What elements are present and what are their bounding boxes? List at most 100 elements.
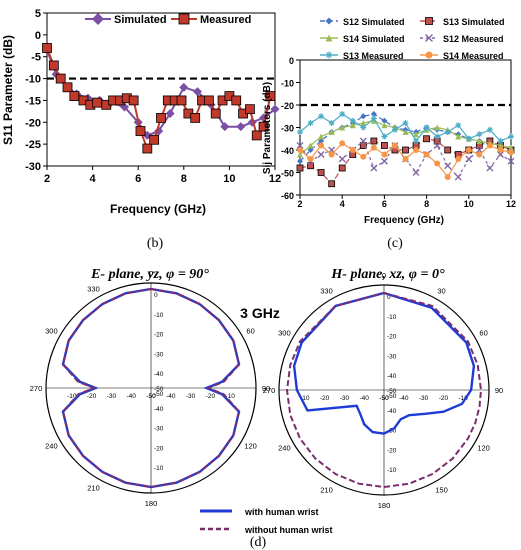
radial-tick-label: -50: [387, 393, 397, 400]
data-point: [210, 108, 221, 119]
radial-tick-label: 0: [154, 292, 158, 299]
data-point: [328, 120, 335, 126]
x-tick-label: 8: [181, 173, 187, 185]
radial-tick-label-bottom: -50: [387, 388, 397, 395]
radial-tick-label-left: -20: [320, 395, 330, 402]
data-point: [69, 91, 80, 101]
legend-marker: [325, 51, 333, 59]
radial-tick-label: -20: [154, 332, 164, 339]
legend-without-wrist: without human wrist: [244, 525, 333, 535]
radial-tick-label-bottom: -30: [154, 426, 164, 433]
legend-with-wrist: with human wrist: [244, 507, 319, 517]
angle-label: 240: [45, 442, 58, 451]
y-tick-label: -5: [31, 52, 41, 64]
y-tick-label: -20: [281, 101, 294, 111]
y-tick-label: -40: [281, 146, 294, 156]
data-point: [476, 131, 483, 138]
data-point: [486, 164, 494, 172]
data-point: [486, 142, 493, 149]
radial-tick-label-bottom: -20: [154, 445, 164, 452]
radial-tick-label-right: -20: [439, 395, 449, 402]
data-point: [328, 180, 336, 188]
legend-label: S12 Simulated: [343, 17, 405, 27]
data-point: [247, 117, 257, 127]
data-point: [317, 169, 325, 176]
radial-tick-label: -40: [387, 373, 397, 380]
data-point: [307, 162, 314, 170]
data-point: [176, 95, 187, 106]
y-tick-label: -15: [25, 95, 41, 107]
data-point: [192, 87, 202, 97]
panel-b-y-axis-label: S11 Parameter (dB): [1, 35, 15, 145]
angle-label: 210: [320, 486, 333, 495]
data-point: [48, 60, 59, 71]
data-point: [381, 117, 388, 124]
angle-label: 120: [244, 442, 257, 451]
data-point: [156, 113, 166, 123]
data-point: [370, 144, 377, 151]
y-tick-label: -10: [25, 74, 41, 86]
radial-tick-label-left: -10: [67, 393, 77, 400]
data-point: [465, 147, 472, 153]
data-point: [476, 138, 483, 144]
polar-trace: [61, 287, 241, 489]
radial-tick-label-bottom: -30: [387, 428, 397, 435]
data-point: [455, 133, 462, 140]
angle-label: 300: [278, 329, 291, 338]
data-point: [328, 129, 335, 135]
polar-left-title: E- plane, yz, φ = 90°: [90, 267, 209, 282]
data-point: [339, 124, 346, 131]
y-tick-label: -50: [281, 169, 294, 179]
radial-tick-label-left: -20: [87, 393, 97, 400]
data-point: [360, 124, 367, 131]
data-point: [434, 124, 441, 131]
x-tick-label: 6: [135, 173, 141, 185]
data-point: [349, 117, 356, 124]
data-point: [402, 156, 409, 162]
data-point: [360, 113, 367, 120]
data-point: [444, 129, 451, 135]
y-tick-label: -30: [25, 161, 41, 173]
data-point: [296, 142, 304, 149]
data-point: [402, 120, 409, 126]
angle-label: 0: [149, 269, 153, 278]
data-point: [297, 147, 303, 153]
x-tick-label: 2: [44, 173, 50, 185]
angle-label: 30: [437, 286, 445, 295]
radial-tick-label: -10: [387, 314, 397, 321]
data-point: [203, 95, 214, 106]
polar-trace: [292, 291, 476, 435]
radial-tick-label: -20: [387, 334, 397, 341]
data-point: [476, 151, 483, 158]
angle-label: 270: [263, 386, 276, 395]
radial-tick-label-right: -30: [419, 395, 429, 402]
data-point: [508, 144, 514, 151]
data-point: [328, 151, 335, 158]
data-point: [381, 151, 388, 158]
x-tick-label: 6: [382, 199, 387, 209]
radial-tick-label: -40: [154, 371, 164, 378]
data-point: [412, 169, 420, 176]
data-point: [413, 131, 420, 138]
radial-tick-label-right: -50: [146, 393, 156, 400]
data-point: [231, 95, 242, 106]
data-point: [402, 129, 409, 135]
data-point: [258, 121, 269, 132]
data-point: [251, 130, 262, 141]
data-point: [359, 137, 367, 145]
data-point: [381, 122, 388, 129]
data-point: [190, 113, 201, 123]
data-point: [380, 142, 388, 149]
data-point: [339, 111, 346, 117]
data-point: [42, 43, 52, 53]
data-point: [165, 109, 175, 119]
panel-c-chart: 2 4 6 8 10 12 0 -10 -20 -30 -40 -50 -60 Sij Paramete…: [262, 17, 516, 226]
data-point: [381, 133, 388, 140]
data-point: [135, 126, 146, 136]
data-point: [318, 113, 325, 120]
polar-legend: with human wrist without human wrist: [200, 507, 333, 535]
data-point: [307, 142, 314, 149]
radial-tick-label-left: -50: [146, 393, 156, 400]
data-point: [455, 122, 462, 129]
